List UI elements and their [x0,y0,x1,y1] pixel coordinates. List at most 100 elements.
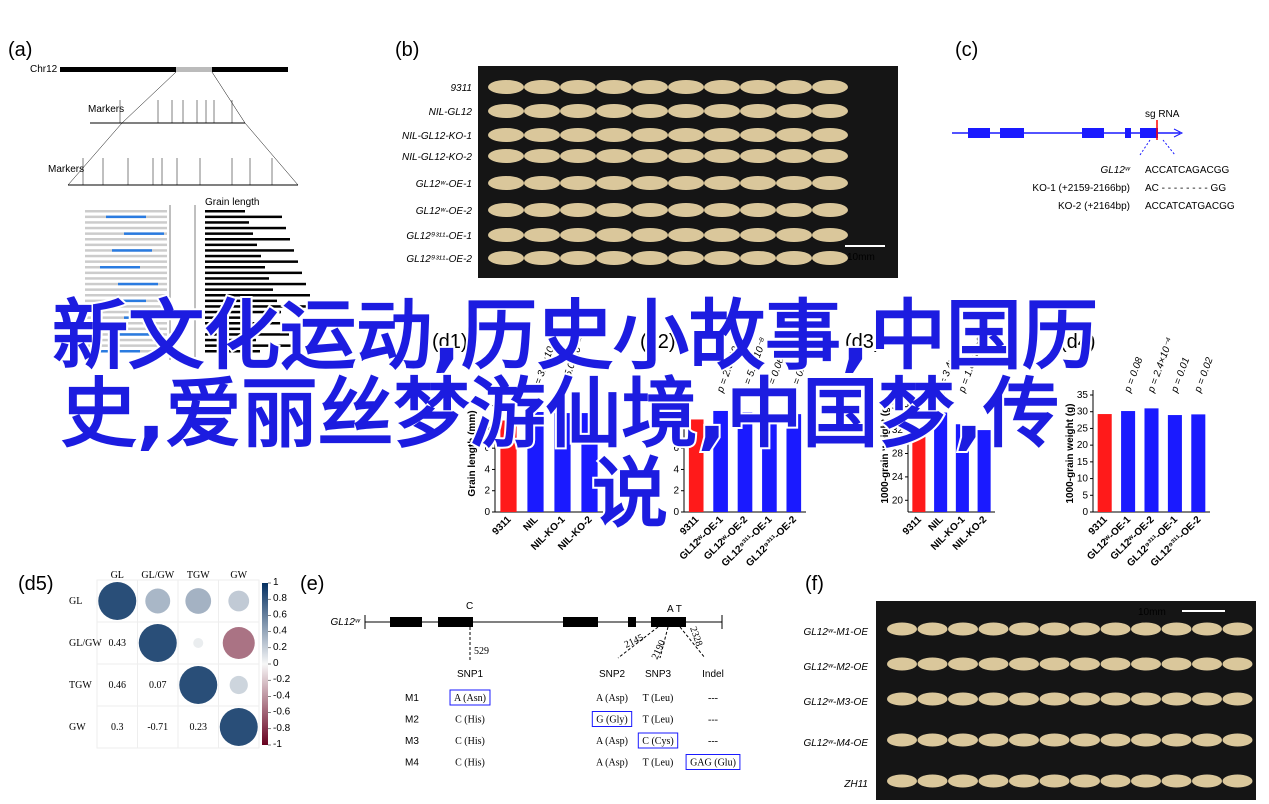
y-tick-label: 8 [673,422,679,433]
row-name: GL12ʷ [1100,165,1130,176]
bar [912,435,926,512]
grain [632,251,668,265]
grain [776,176,812,190]
grain [1100,657,1131,671]
p-value: p = 0.08 [1122,356,1145,395]
bar [955,424,969,512]
phenotype-bar [205,333,289,336]
grain [524,228,560,242]
corr-circle [185,588,212,614]
phenotype-bar [205,316,248,319]
genotype-bar [85,226,167,230]
grain [668,203,704,217]
bar [1191,414,1206,512]
bar [713,410,728,512]
y-tick-label: 6 [673,443,679,454]
genotype-bar [85,271,167,275]
grain [978,692,1009,706]
column-header: SNP3 [645,669,672,680]
colorbar-label: -0.8 [273,723,291,734]
grain [887,622,917,636]
row-label: GL12ʷ-M3-OE [803,697,868,708]
y-tick-label: 4 [673,464,679,475]
corr-circle [98,582,137,620]
cell: GAG (Glu) [690,758,736,769]
y-axis-label: Grain length (mm) [467,410,478,496]
corr-circle [228,590,250,612]
line [67,122,123,186]
grain [668,251,704,265]
genotype-bar [106,299,146,303]
position: 529 [474,646,489,657]
y-tick-label: 0 [1082,507,1088,518]
grain [560,176,596,190]
grain [1039,657,1070,671]
grain [1009,657,1039,671]
row-name: KO-2 (+2164bp) [1058,201,1130,212]
grain [1100,622,1131,636]
y-tick-label: 36 [892,402,904,413]
grain [812,149,848,163]
var-label: GL [69,596,82,607]
row-label: ZH11 [843,779,868,790]
corr-circle [222,626,255,660]
grain [524,104,560,118]
guide [1139,139,1176,156]
genotype-bar [85,243,167,247]
grain [1161,692,1192,706]
colorbar [262,583,268,745]
cell: A (Asp) [596,693,628,704]
y-tick-label: 24 [892,472,904,483]
line [211,71,246,124]
grain [1131,657,1161,671]
bar [554,413,571,512]
y-tick-label: 0 [484,507,490,518]
grain [704,228,740,242]
chromosome-region [176,67,212,72]
panel-label: (d5) [18,573,54,595]
grain [740,176,776,190]
x-tick-label: 9311 [490,514,513,537]
grain [1131,622,1161,636]
phenotype-bar [205,305,314,308]
phenotype-bar [205,232,253,235]
grain [524,128,560,142]
cell: A (Asp) [596,736,628,747]
colorbar-label: 0.4 [273,626,287,637]
line [244,122,299,186]
panel-label: (b) [395,39,419,61]
grain [488,251,524,265]
position: 2328 [687,625,704,648]
colorbar-label: 1 [273,577,279,588]
y-tick-label: 8 [484,422,490,433]
cell: C (His) [455,758,485,769]
cell: T (Leu) [643,715,674,726]
y-axis-label: 1000-grain weight (g) [1065,403,1076,503]
grain [1222,622,1253,636]
grain [1100,774,1131,788]
grain [668,104,704,118]
genotype-bar [85,221,167,224]
phenotype-bar [205,294,310,297]
row-name: M3 [405,736,419,747]
chromosome [60,67,288,72]
genotype-bar [112,249,152,252]
y-tick-label: 4 [484,464,490,475]
grain [948,692,978,706]
y-tick-label: 10 [1077,474,1089,485]
grain [1192,774,1222,788]
grain [887,692,917,706]
corr-value: 0.3 [111,722,124,733]
grain [1070,692,1100,706]
genotype-bar [85,238,167,241]
grain [1009,733,1039,747]
corr-value: 0.43 [109,638,127,649]
grain [812,104,848,118]
grain [1222,657,1253,671]
row-name: KO-1 (+2159-2166bp) [1032,183,1130,194]
grain [1100,692,1131,706]
cell: C (His) [455,736,485,747]
grain [704,80,740,94]
sequence: AC - - - - - - - - GG [1145,183,1226,194]
grain [704,149,740,163]
